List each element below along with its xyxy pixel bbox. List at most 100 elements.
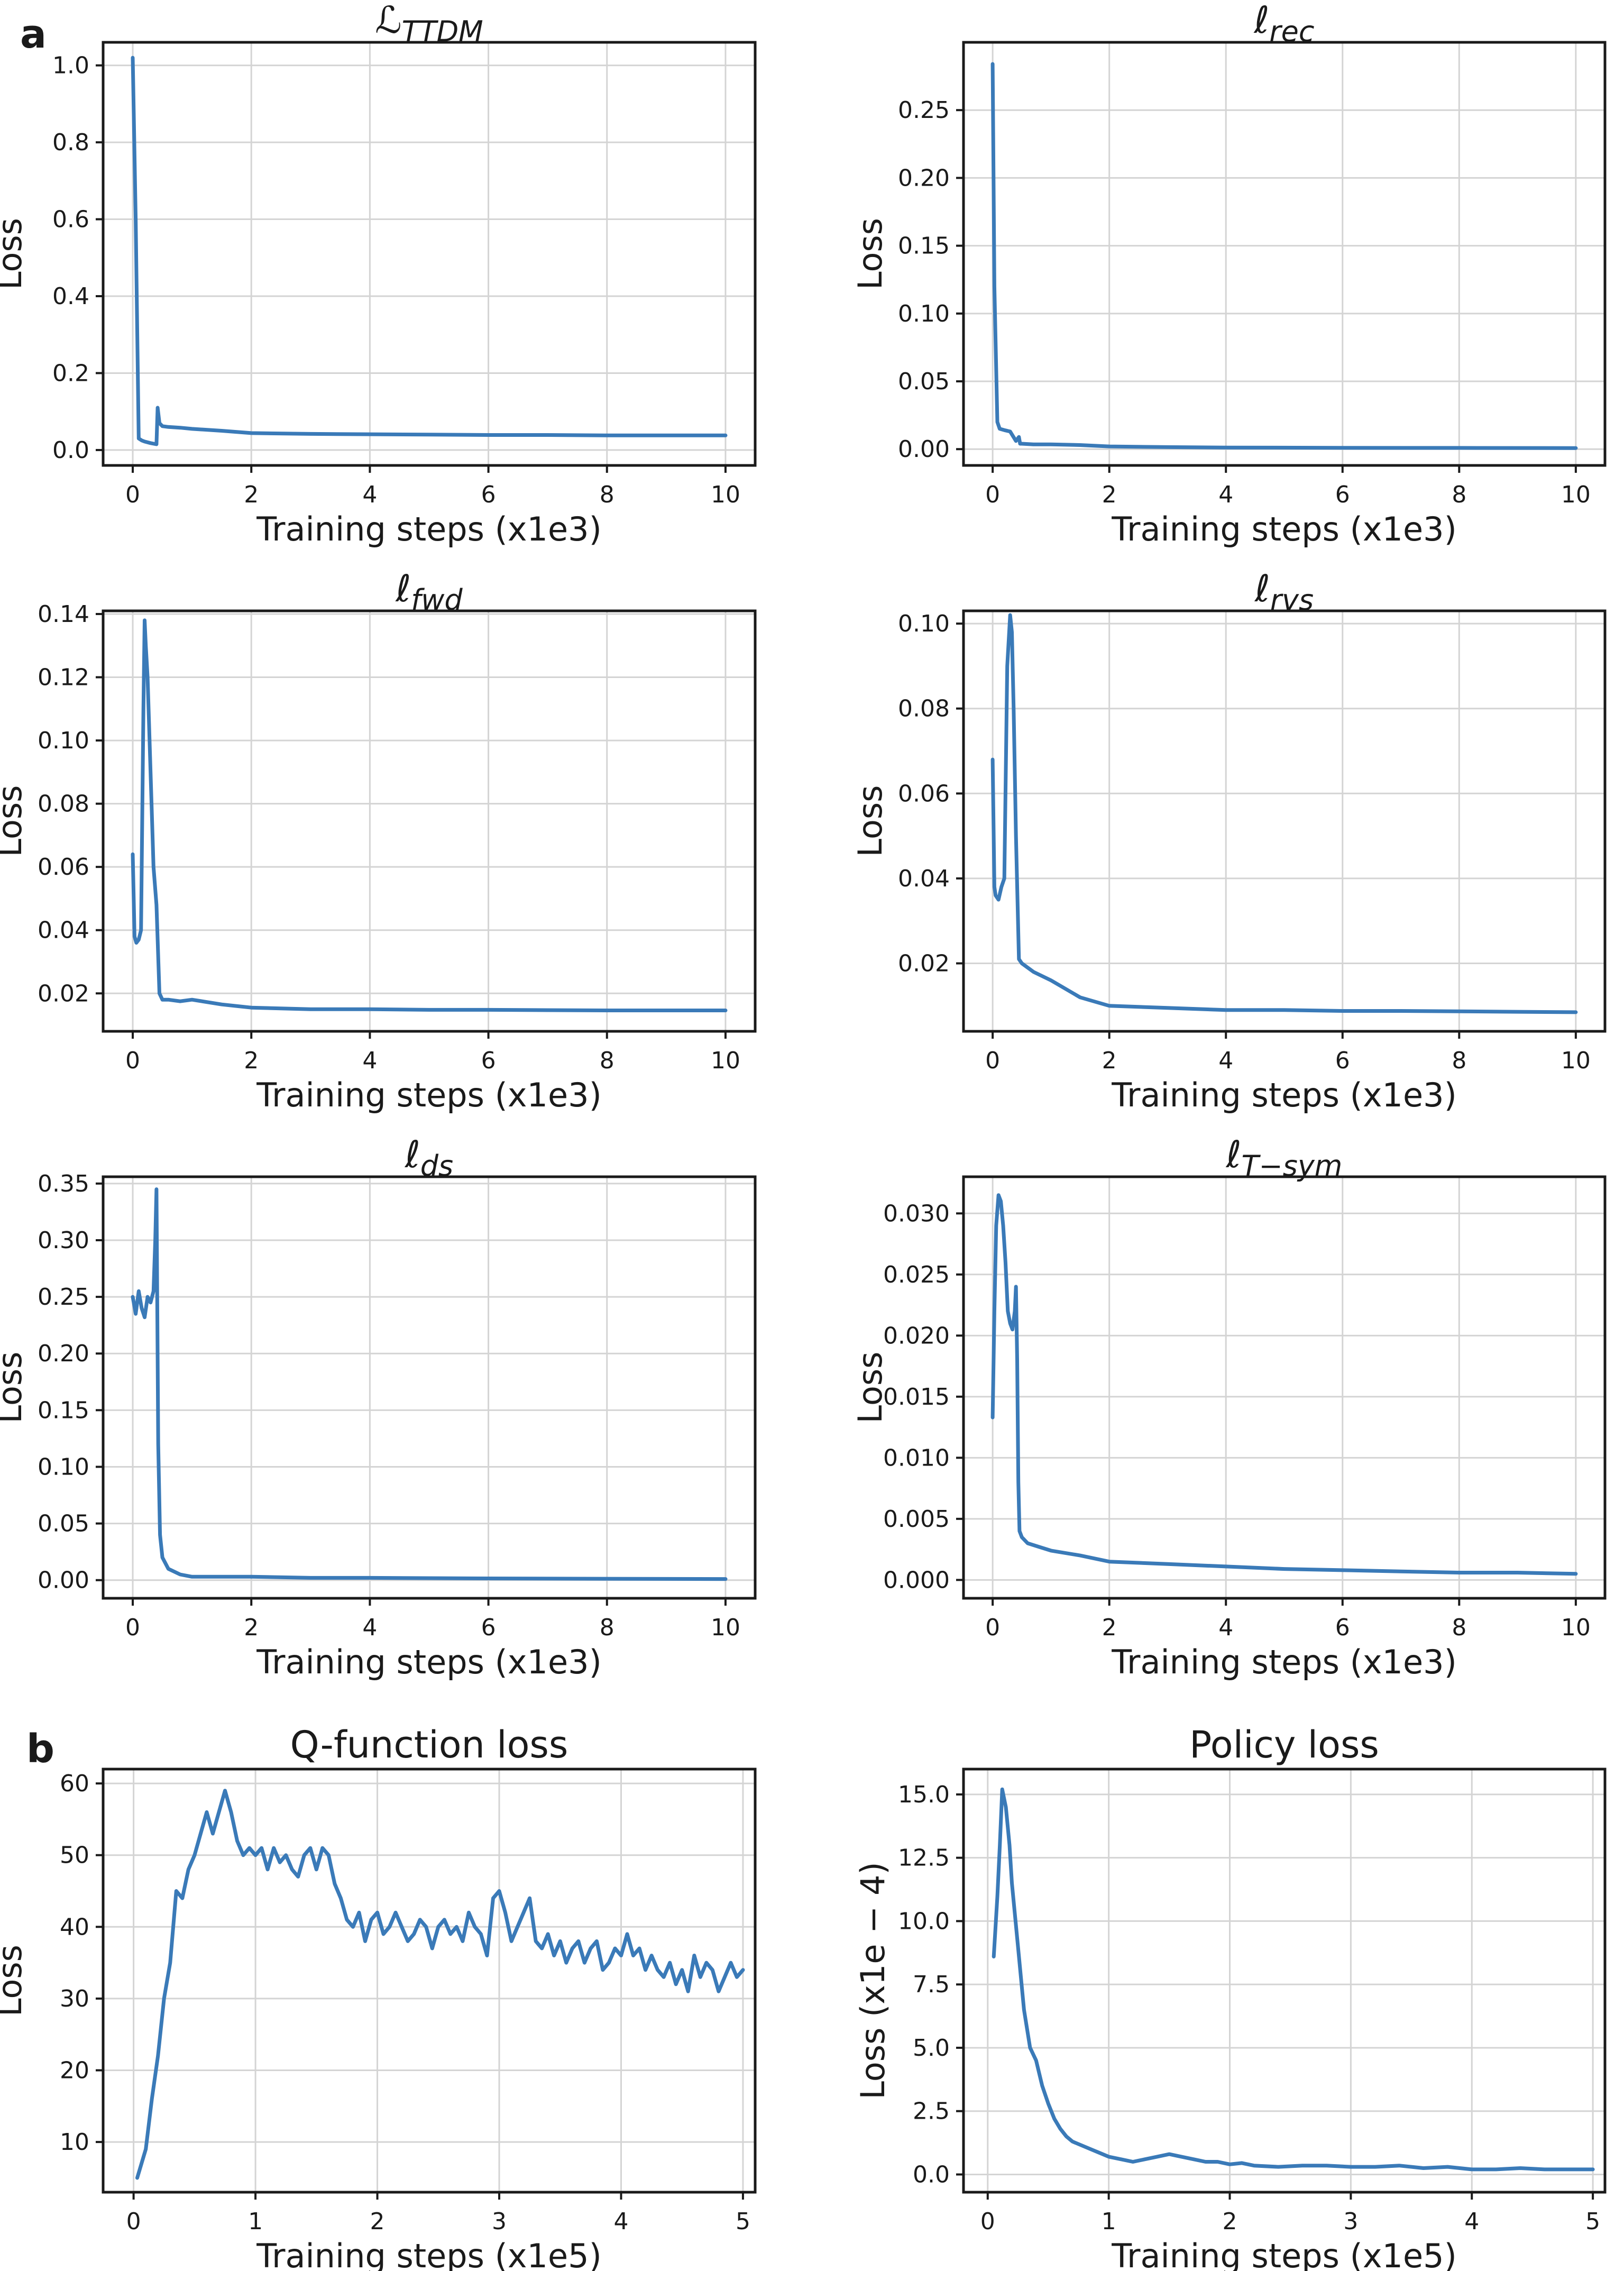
- x-tick-label: 4: [362, 1047, 377, 1074]
- y-tick-label: 0.010: [883, 1444, 950, 1471]
- panel-label-a: a: [20, 12, 47, 57]
- y-tick-label: 0.02: [898, 950, 950, 977]
- y-tick-label: 0.04: [38, 917, 89, 944]
- y-tick-label: 5.0: [913, 2035, 950, 2062]
- x-tick-label: 10: [711, 1047, 740, 1074]
- y-tick-label: 0.06: [38, 854, 89, 881]
- y-axis-label: Loss: [0, 218, 29, 290]
- x-tick-label: 5: [736, 2208, 750, 2235]
- chart-title: Q-function loss: [290, 1723, 568, 1766]
- plot-frame: [962, 609, 1607, 1033]
- x-tick-label: 6: [481, 1614, 496, 1641]
- y-axis-label: Loss: [0, 1352, 29, 1424]
- y-tick-label: 0.02: [38, 980, 89, 1007]
- series-line: [131, 56, 728, 446]
- y-tick-label: 0.2: [52, 360, 89, 387]
- x-tick-label: 2: [1223, 2208, 1237, 2235]
- chart-ttdm-loss: 0 2 4 6 8 10 0.0 0.2 0.4 0.6 0.8 1.0 Training steps …: [0, 0, 757, 548]
- x-tick-label: 0: [980, 2208, 995, 2235]
- y-tick-label: 0.0: [913, 2161, 950, 2188]
- x-tick-label: 8: [600, 1047, 614, 1074]
- y-tick-label: 0.08: [898, 695, 950, 722]
- x-tick-label: 1: [248, 2208, 263, 2235]
- x-tick-label: 10: [711, 1614, 740, 1641]
- x-tick-label: 0: [125, 1614, 140, 1641]
- y-tick-label: 10: [60, 2129, 89, 2156]
- x-tick-label: 6: [1335, 1047, 1350, 1074]
- series-line: [131, 618, 728, 1012]
- x-tick-label: 10: [1561, 1047, 1591, 1074]
- chart-policy-loss: 0 1 2 3 4 5 0.0 2.5 5.0 7.5 10.0 12.5 15.0 Training s…: [854, 1723, 1607, 2271]
- x-tick-label: 2: [244, 481, 259, 508]
- x-tick-label: 2: [244, 1614, 259, 1641]
- x-tick-label: 2: [1102, 481, 1117, 508]
- y-tick-label: 0.10: [898, 610, 950, 637]
- y-tick-label: 60: [60, 1770, 89, 1797]
- x-tick-label: 4: [362, 1614, 377, 1641]
- x-tick-label: 10: [1561, 481, 1591, 508]
- plot-frame: [102, 1175, 757, 1600]
- chart-title-subscript: rvs: [1270, 583, 1314, 617]
- y-tick-label: 0.10: [38, 727, 89, 754]
- x-tick-label: 10: [711, 481, 740, 508]
- panel-label-b: b: [26, 1726, 54, 1772]
- x-tick-label: 10: [1561, 1614, 1591, 1641]
- y-tick-label: 0.6: [52, 206, 89, 233]
- plot-frame: [102, 41, 757, 467]
- y-tick-label: 0.12: [38, 664, 89, 691]
- chart-title: ℒTTDM: [375, 0, 483, 48]
- x-tick-label: 3: [1343, 2208, 1358, 2235]
- x-tick-label: 0: [125, 1047, 140, 1074]
- chart-title-subscript: fwd: [411, 583, 463, 617]
- y-tick-label: 0.10: [38, 1453, 89, 1480]
- x-tick-label: 4: [1218, 1614, 1233, 1641]
- x-tick-label: 6: [1335, 1614, 1350, 1641]
- chart-title: Policy loss: [1189, 1723, 1379, 1766]
- y-tick-label: 0.8: [52, 129, 89, 156]
- x-tick-label: 2: [370, 2208, 385, 2235]
- x-tick-label: 3: [492, 2208, 507, 2235]
- chart-rec-loss: 0 2 4 6 8 10 0.00 0.05 0.10 0.15 0.20 0.25 Training …: [851, 0, 1607, 548]
- y-axis-label: Loss: [0, 1945, 29, 2017]
- y-axis-label: Loss: [0, 785, 29, 857]
- chart-title-subscript: T−sym: [1241, 1149, 1342, 1183]
- x-tick-label: 0: [985, 1614, 1000, 1641]
- x-tick-label: 4: [613, 2208, 628, 2235]
- x-tick-label: 8: [600, 1614, 614, 1641]
- chart-title: ℓT−sym: [1226, 1133, 1343, 1183]
- y-tick-label: 2.5: [913, 2098, 950, 2125]
- x-tick-label: 4: [1218, 481, 1233, 508]
- chart-title-symbol: ℒ: [375, 0, 401, 42]
- series-line: [990, 1193, 1578, 1576]
- y-tick-label: 0.00: [38, 1567, 89, 1594]
- x-axis-label: Training steps (x1e5): [1111, 2237, 1457, 2271]
- chart-title: ℓds: [405, 1133, 453, 1183]
- x-tick-label: 8: [600, 481, 614, 508]
- x-tick-label: 0: [125, 481, 140, 508]
- plot-frame: [102, 1768, 757, 2194]
- y-tick-label: 0.20: [898, 164, 950, 191]
- x-tick-label: 0: [985, 1047, 1000, 1074]
- y-tick-label: 0.005: [883, 1506, 950, 1533]
- chart-title: ℓrec: [1253, 0, 1314, 48]
- x-tick-label: 6: [1335, 481, 1350, 508]
- y-tick-label: 0.08: [38, 791, 89, 818]
- y-tick-label: 0.00: [898, 436, 950, 463]
- y-tick-label: 0.10: [898, 300, 950, 327]
- chart-title-subscript: rec: [1269, 15, 1314, 48]
- y-tick-label: 0.015: [883, 1384, 950, 1411]
- x-axis-label: Training steps (x1e5): [256, 2237, 602, 2271]
- chart-title: ℓrvs: [1254, 567, 1314, 617]
- y-tick-label: 0.0: [52, 437, 89, 464]
- x-axis-label: Training steps (x1e3): [1111, 1643, 1457, 1681]
- y-tick-label: 0.20: [38, 1340, 89, 1367]
- plot-frame: [962, 1175, 1607, 1600]
- x-tick-label: 2: [1102, 1047, 1117, 1074]
- y-axis-label: Loss: [851, 1352, 889, 1424]
- y-tick-label: 0.14: [38, 601, 89, 628]
- x-tick-label: 8: [1452, 1614, 1466, 1641]
- y-tick-label: 7.5: [913, 1971, 950, 1998]
- y-tick-label: 10.0: [898, 1908, 950, 1935]
- chart-tsym-loss: 0 2 4 6 8 10 0.000 0.005 0.010 0.015 0.020 0.025 0.0…: [851, 1133, 1607, 1681]
